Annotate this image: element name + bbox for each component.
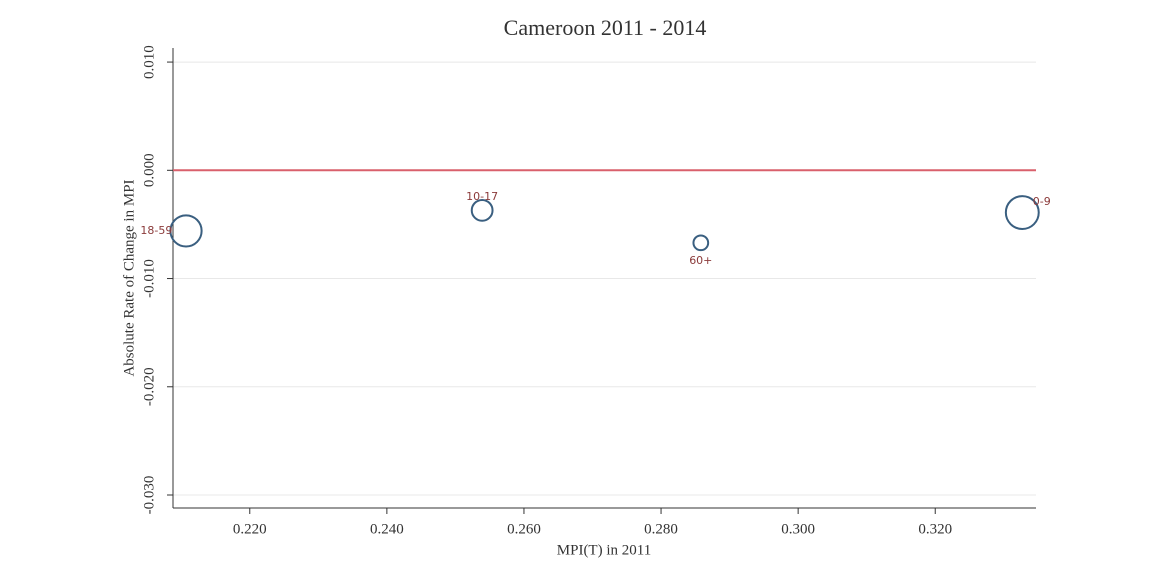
point-label: 60+	[689, 254, 712, 267]
x-axis-title: MPI(T) in 2011	[557, 542, 651, 558]
y-tick-label: -0.030	[141, 476, 157, 515]
y-tick-label: 0.000	[141, 153, 157, 187]
bubble	[169, 214, 203, 248]
x-tick-label: 0.300	[781, 521, 815, 537]
point-label: 0-9	[1033, 195, 1051, 208]
x-tick-label: 0.320	[918, 521, 952, 537]
bubble	[470, 198, 494, 222]
x-tick-label: 0.240	[370, 521, 404, 537]
x-tick-label: 0.220	[233, 521, 267, 537]
x-tick-label: 0.260	[507, 521, 541, 537]
bubble	[692, 234, 710, 252]
y-tick-label: 0.010	[141, 45, 157, 79]
y-tick-label: -0.010	[141, 259, 157, 298]
chart-title: Cameroon 2011 - 2014	[504, 15, 707, 40]
y-tick-label: -0.020	[141, 367, 157, 406]
point-label: 18-59	[140, 224, 172, 237]
y-axis-title: Absolute Rate of Change in MPI	[121, 179, 137, 376]
bubble	[1004, 195, 1040, 230]
point-label: 10-17	[466, 190, 498, 203]
x-tick-label: 0.280	[644, 521, 678, 537]
